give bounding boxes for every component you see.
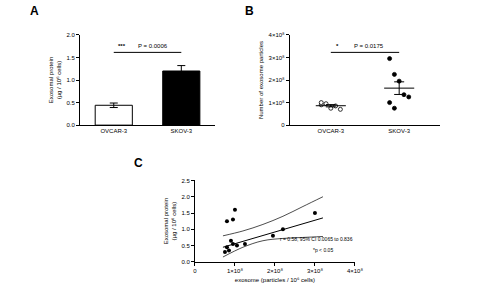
svg-text:4×10⁸: 4×10⁸ xyxy=(347,268,364,274)
svg-text:2×10⁸: 2×10⁸ xyxy=(267,268,284,274)
svg-text:A: A xyxy=(30,4,39,18)
svg-text:3×10⁸: 3×10⁸ xyxy=(269,55,286,61)
svg-text:1.0: 1.0 xyxy=(66,77,75,83)
svg-text:P = 0.0006: P = 0.0006 xyxy=(138,43,168,49)
svg-text:*p < 0.05: *p < 0.05 xyxy=(313,247,333,253)
svg-text:2×10⁸: 2×10⁸ xyxy=(269,77,286,83)
svg-text:OVCAR-3: OVCAR-3 xyxy=(100,128,127,134)
svg-text:2.0: 2.0 xyxy=(181,194,190,200)
svg-text:4×10⁸: 4×10⁸ xyxy=(269,32,286,38)
svg-text:1.0: 1.0 xyxy=(181,226,190,232)
svg-text:0.5: 0.5 xyxy=(181,243,190,249)
svg-text:OVCAR-3: OVCAR-3 xyxy=(317,128,344,134)
svg-text:r = 0.58, 95% CI 0.0065 to 0.8: r = 0.58, 95% CI 0.0065 to 0.836 xyxy=(280,236,353,242)
svg-text:0.5: 0.5 xyxy=(66,100,75,106)
svg-text:0: 0 xyxy=(281,122,285,128)
svg-text:0.0: 0.0 xyxy=(181,259,190,265)
svg-text:2.5: 2.5 xyxy=(181,178,190,184)
svg-text:1.5: 1.5 xyxy=(181,210,190,216)
svg-text:P = 0.0175: P = 0.0175 xyxy=(354,43,384,49)
svg-text:SKOV-3: SKOV-3 xyxy=(170,128,192,134)
svg-text:B: B xyxy=(245,4,254,18)
svg-text:0: 0 xyxy=(193,268,197,274)
svg-text:Number of exosome particles: Number of exosome particles xyxy=(258,41,264,119)
svg-text:1×10⁸: 1×10⁸ xyxy=(227,268,244,274)
svg-text:*: * xyxy=(336,43,339,49)
svg-text:Exosomal protein(µg / 10⁶ cell: Exosomal protein(µg / 10⁶ cells) xyxy=(48,57,62,103)
svg-text:1×10⁸: 1×10⁸ xyxy=(269,100,286,106)
svg-text:Exosomal protein(µg / 10⁶ cell: Exosomal protein(µg / 10⁶ cells) xyxy=(163,198,177,244)
svg-text:SKOV-3: SKOV-3 xyxy=(388,128,410,134)
svg-text:C: C xyxy=(134,156,143,170)
svg-text:exosome (particles / 10⁶ cells: exosome (particles / 10⁶ cells) xyxy=(235,277,315,283)
svg-text:0.0: 0.0 xyxy=(66,122,75,128)
svg-text:2.0: 2.0 xyxy=(66,32,75,38)
svg-text:3×10⁸: 3×10⁸ xyxy=(307,268,324,274)
svg-text:1.5: 1.5 xyxy=(66,55,75,61)
svg-text:***: *** xyxy=(118,43,126,49)
